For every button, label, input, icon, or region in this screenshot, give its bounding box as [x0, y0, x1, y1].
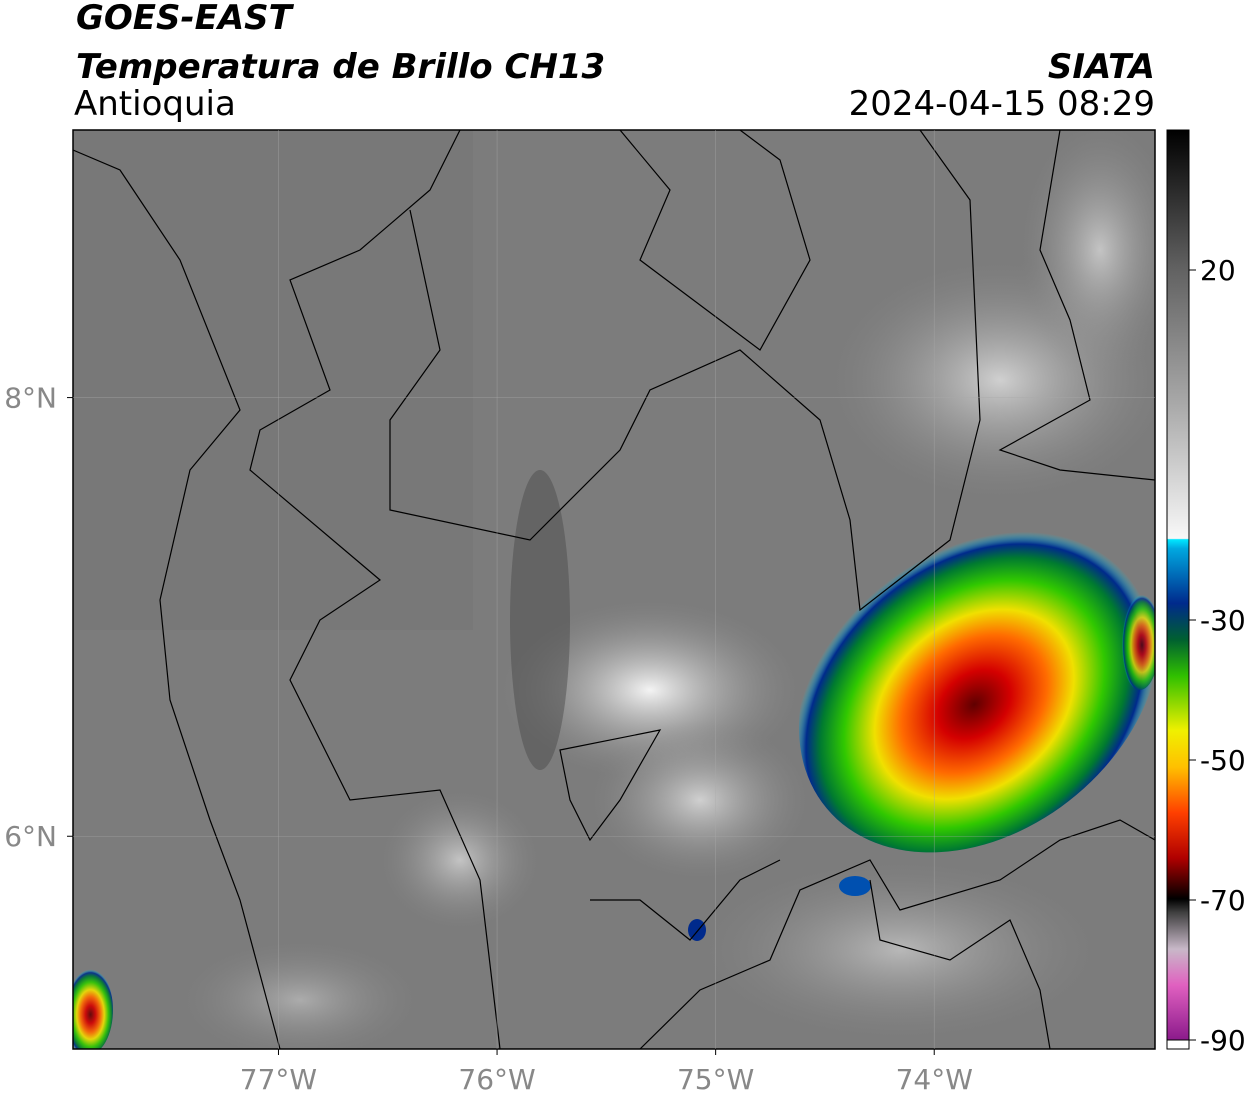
lat-tick-label: 6°N: [4, 820, 57, 853]
lon-tick-label: 77°W: [240, 1063, 317, 1096]
satellite-image: [73, 130, 1155, 1049]
colorbar-tick-label: -70: [1200, 884, 1246, 917]
subtitle: Temperatura de Brillo CH13: [76, 47, 605, 87]
lat-tick-label: 8°N: [4, 382, 57, 415]
source: SIATA: [1048, 47, 1155, 87]
datetime: 2024-04-15 08:29: [849, 84, 1155, 124]
colorbar-tick-label: -90: [1200, 1024, 1246, 1057]
lon-tick-label: 75°W: [677, 1063, 754, 1096]
region: Antioquia: [74, 84, 236, 124]
colorbar-tick-label: -50: [1200, 744, 1246, 777]
lon-tick-label: 76°W: [458, 1063, 535, 1096]
map-frame: [72, 129, 1156, 1050]
lon-tick-label: 74°W: [896, 1063, 973, 1096]
title: GOES-EAST: [76, 0, 295, 38]
colorbar-tick-label: 20: [1200, 254, 1236, 287]
colorbar: [1166, 129, 1190, 1041]
colorbar-tick-label: -30: [1200, 604, 1246, 637]
